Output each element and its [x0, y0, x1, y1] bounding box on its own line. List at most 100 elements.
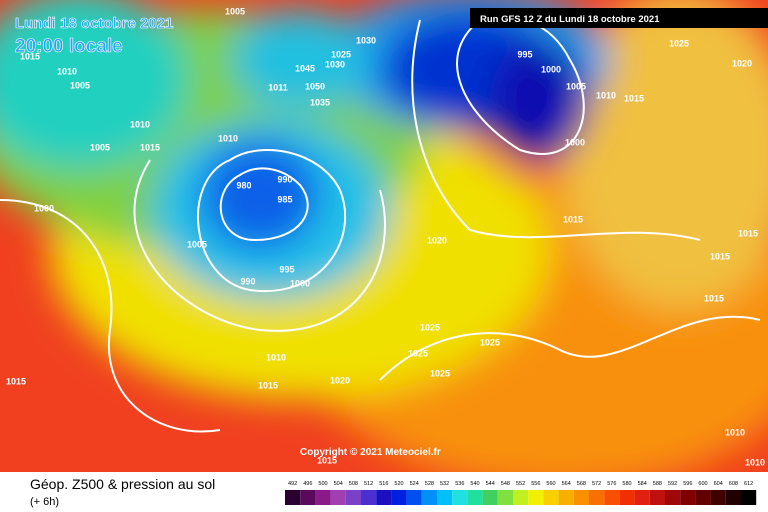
isobar-label: 1005 [187, 239, 207, 249]
isobar-label: 1000 [541, 64, 561, 74]
date: Lundi 18 octobre 2021 [15, 15, 173, 32]
scale-swatch [589, 490, 605, 505]
scale-label: 572 [592, 481, 601, 487]
isobar-label: 990 [277, 174, 292, 184]
isobar-label: 1015 [20, 51, 40, 61]
scale-swatch [452, 490, 468, 505]
scale-swatch [391, 490, 407, 505]
isobar-label: 1025 [408, 348, 428, 358]
isobar-label: 1010 [745, 457, 765, 467]
scale-swatch [710, 490, 726, 505]
scale-swatch [665, 490, 681, 505]
copyright: Copyright © 2021 Meteociel.fr [300, 447, 441, 458]
scale-label: 556 [531, 481, 540, 487]
isobar-label: 1020 [427, 235, 447, 245]
isobar-label: 1000 [565, 137, 585, 147]
scale-swatch [315, 490, 331, 505]
scale-swatch [573, 490, 589, 505]
isobar-label: 1025 [331, 49, 351, 59]
isobar-label: 1045 [295, 63, 315, 73]
scale-swatch [300, 490, 316, 505]
scale-swatch [345, 490, 361, 505]
time: 20:00 locale [15, 36, 123, 57]
isobar-label: 1000 [34, 203, 54, 213]
scale-label: 516 [379, 481, 388, 487]
isobar-label: 1005 [70, 80, 90, 90]
scale-label: 568 [577, 481, 586, 487]
scale-swatch [467, 490, 483, 505]
footer-step: (+ 6h) [30, 496, 59, 508]
scale-label: 540 [470, 481, 479, 487]
scale-label: 576 [607, 481, 616, 487]
scale-label: 532 [440, 481, 449, 487]
isobar-label: 1000 [290, 278, 310, 288]
scale-swatch [604, 490, 620, 505]
isobar-label: 1020 [732, 58, 752, 68]
scale-label: 496 [303, 481, 312, 487]
footer-title: Géop. Z500 & pression au sol [30, 476, 215, 492]
scale-label: 564 [562, 481, 571, 487]
scale-swatch [361, 490, 377, 505]
map-background [0, 0, 768, 490]
isobar-label: 1015 [704, 293, 724, 303]
scale-label: 524 [410, 481, 419, 487]
color-scale: 492 496 500 504 508 512 516 520 524 528 532 536 540 5… [285, 481, 757, 505]
scale-label: 548 [501, 481, 510, 487]
isobar-label: 1050 [305, 81, 325, 91]
scale-swatch [649, 490, 665, 505]
isobar-label: 1010 [218, 133, 238, 143]
scale-label: 512 [364, 481, 373, 487]
isobar-label: 990 [240, 276, 255, 286]
scale-label: 528 [425, 481, 434, 487]
scale-label: 504 [334, 481, 343, 487]
scale-label: 588 [653, 481, 662, 487]
isobar-label: 1010 [266, 352, 286, 362]
isobar-label: 1015 [6, 376, 26, 386]
scale-swatch [437, 490, 453, 505]
isobar-label: 1025 [430, 368, 450, 378]
isobar-label: 1015 [710, 251, 730, 261]
isobar-label: 1030 [325, 59, 345, 69]
scale-swatch [680, 490, 696, 505]
isobar-label: 985 [277, 194, 292, 204]
scale-label: 508 [349, 481, 358, 487]
isobar-label: 1005 [225, 6, 245, 16]
scale-label: 560 [546, 481, 555, 487]
scale-swatch [725, 490, 741, 505]
scale-swatch [285, 490, 301, 505]
scale-label: 604 [714, 481, 723, 487]
scale-swatch [513, 490, 529, 505]
scale-swatch [497, 490, 513, 505]
isobar-label: 1010 [725, 427, 745, 437]
isobar-label: 1005 [566, 81, 586, 91]
isobars [0, 15, 761, 433]
isobar-labels: 1015 1010 1005 1010 1015 1005 1000 1005 980 990 98… [6, 6, 765, 467]
isobar-label: 1010 [57, 66, 77, 76]
isobar-label: 1005 [90, 142, 110, 152]
scale-label: 600 [698, 481, 707, 487]
run-info: Run GFS 12 Z du Lundi 18 octobre 2021 [480, 14, 660, 25]
isobar-label: 995 [279, 264, 294, 274]
isobar-label: 1015 [738, 228, 758, 238]
scale-swatch [421, 490, 437, 505]
isobar-label: 980 [236, 180, 251, 190]
scale-swatch [619, 490, 635, 505]
isobar-label: 1015 [258, 380, 278, 390]
scale-label: 580 [622, 481, 631, 487]
scale-swatch [482, 490, 498, 505]
isobar-label: 1025 [480, 337, 500, 347]
scale-swatch [543, 490, 559, 505]
isobar-label: 1015 [624, 93, 644, 103]
isobar-label: 1015 [563, 214, 583, 224]
scale-swatch [741, 490, 757, 505]
scale-label: 584 [638, 481, 647, 487]
isobar-label: 1020 [330, 375, 350, 385]
isobar-label: 995 [517, 49, 532, 59]
scale-swatch [695, 490, 711, 505]
isobar-label: 1010 [130, 119, 150, 129]
scale-swatch [376, 490, 392, 505]
scale-swatch [634, 490, 650, 505]
scale-label: 592 [668, 481, 677, 487]
